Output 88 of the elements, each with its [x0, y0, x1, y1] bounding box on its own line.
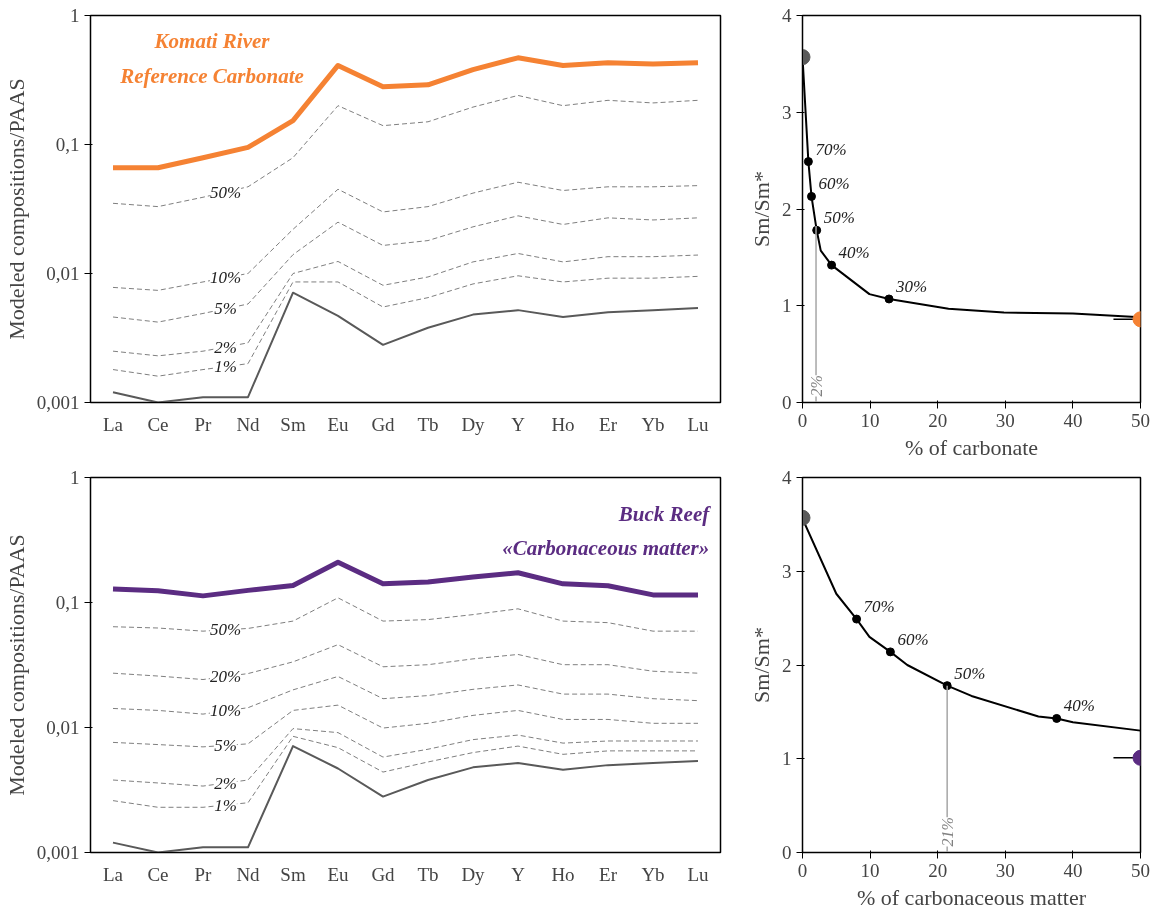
- x-tick-label: Lu: [687, 413, 710, 435]
- x-tick-label: Ho: [551, 863, 575, 885]
- y-tick-label: 0,001: [36, 842, 80, 863]
- annotation: 70%: [815, 139, 847, 159]
- series-label: 5%: [214, 735, 237, 755]
- y-tick-label: 3: [782, 101, 792, 123]
- x-tick-label: La: [102, 413, 124, 435]
- series-label: 1%: [214, 357, 237, 377]
- annotation: 40%: [1063, 696, 1095, 716]
- x-tick-label: Ce: [147, 863, 169, 885]
- y-axis-title: Modeled compositions/PAAS: [3, 78, 29, 340]
- x-tick-label: 0: [797, 409, 808, 431]
- x-tick-label: Ce: [147, 413, 169, 435]
- series-label: 10%: [209, 268, 242, 288]
- series-label: 20%: [209, 667, 242, 687]
- x-tick-label: Sm: [280, 863, 306, 885]
- x-tick-label: Er: [599, 863, 618, 885]
- x-tick-label: Tb: [417, 413, 439, 435]
- series-label: Komati River Reference Carbonate: [119, 29, 304, 89]
- annotation: 40%: [838, 243, 870, 263]
- x-tick-label: La: [102, 863, 124, 885]
- y-tick-label: 4: [782, 5, 792, 26]
- x-tick-label: Yb: [641, 413, 665, 435]
- x-tick-label: 20: [928, 409, 948, 431]
- y-tick-label: 0: [782, 392, 792, 413]
- x-tick-label: Eu: [327, 413, 350, 435]
- x-tick-label: 10: [860, 409, 880, 431]
- x-tick-label: Sm: [280, 413, 306, 435]
- y-tick-label: 1: [70, 467, 80, 488]
- series-label: 5%: [214, 299, 237, 319]
- x-axis-title: % of carbonate: [904, 434, 1039, 460]
- annotation: 60%: [818, 174, 850, 194]
- x-tick-label: Tb: [417, 863, 439, 885]
- x-tick-label: Nd: [236, 863, 261, 885]
- x-tick-label: 40: [1063, 409, 1083, 431]
- x-tick-label: Er: [599, 413, 618, 435]
- x-tick-label: Gd: [371, 413, 396, 435]
- x-tick-label: Pr: [194, 413, 213, 435]
- y-axis-title: Sm/Sm*: [749, 171, 774, 247]
- y-tick-label: 2: [782, 654, 792, 676]
- y-tick-label: 1: [70, 5, 80, 26]
- y-axis-title: Sm/Sm*: [749, 627, 774, 703]
- x-tick-label: Dy: [461, 863, 486, 885]
- y-tick-label: 0,1: [55, 592, 80, 613]
- annotation: 50%: [823, 208, 855, 228]
- y-tick-label: 0,01: [46, 263, 80, 284]
- x-tick-label: Y: [511, 863, 526, 885]
- x-tick-label: 50: [1131, 859, 1150, 881]
- x-tick-label: Nd: [236, 413, 261, 435]
- x-tick-label: 30: [995, 859, 1015, 881]
- series-label: 2%: [214, 337, 237, 357]
- annotation: 50%: [954, 663, 986, 683]
- x-axis-title: % of carbonaceous matter: [856, 884, 1087, 910]
- annotation: 70%: [863, 597, 895, 617]
- y-tick-label: 0,001: [36, 392, 80, 413]
- series-label: 1%: [214, 795, 237, 815]
- y-tick-label: 4: [782, 467, 792, 488]
- x-tick-label: Yb: [641, 863, 665, 885]
- x-tick-label: 40: [1063, 859, 1083, 881]
- y-tick-label: 0,01: [46, 717, 80, 738]
- ref-line-label: 21%: [938, 817, 956, 847]
- y-tick-label: 3: [782, 560, 792, 582]
- annotation: 60%: [897, 629, 929, 649]
- annotation: 30%: [895, 276, 928, 296]
- series-label: Buck Reef «Carbonaceous matter»: [502, 501, 712, 560]
- series-label: 2%: [214, 773, 237, 793]
- x-tick-label: 20: [928, 859, 948, 881]
- x-tick-label: Eu: [327, 863, 350, 885]
- x-tick-label: Y: [511, 413, 526, 435]
- y-tick-label: 1: [782, 748, 792, 770]
- y-axis-title: Modeled compositions/PAAS: [3, 534, 29, 796]
- x-tick-label: Ho: [551, 413, 575, 435]
- x-tick-label: 10: [860, 859, 880, 881]
- y-tick-label: 0,1: [55, 134, 80, 155]
- x-tick-label: 30: [995, 409, 1015, 431]
- x-tick-label: Lu: [687, 863, 710, 885]
- x-tick-label: Gd: [371, 863, 396, 885]
- x-tick-label: 50: [1131, 409, 1150, 431]
- x-tick-label: Pr: [194, 863, 213, 885]
- y-tick-label: 2: [782, 198, 792, 220]
- y-tick-label: 0: [782, 842, 792, 863]
- x-tick-label: Dy: [461, 413, 486, 435]
- ref-line-label: 2%: [807, 375, 825, 397]
- series-label: 50%: [209, 620, 242, 640]
- series-label: 50%: [209, 182, 242, 202]
- y-tick-label: 1: [782, 295, 792, 317]
- series-label: 10%: [209, 701, 242, 721]
- x-tick-label: 0: [797, 859, 808, 881]
